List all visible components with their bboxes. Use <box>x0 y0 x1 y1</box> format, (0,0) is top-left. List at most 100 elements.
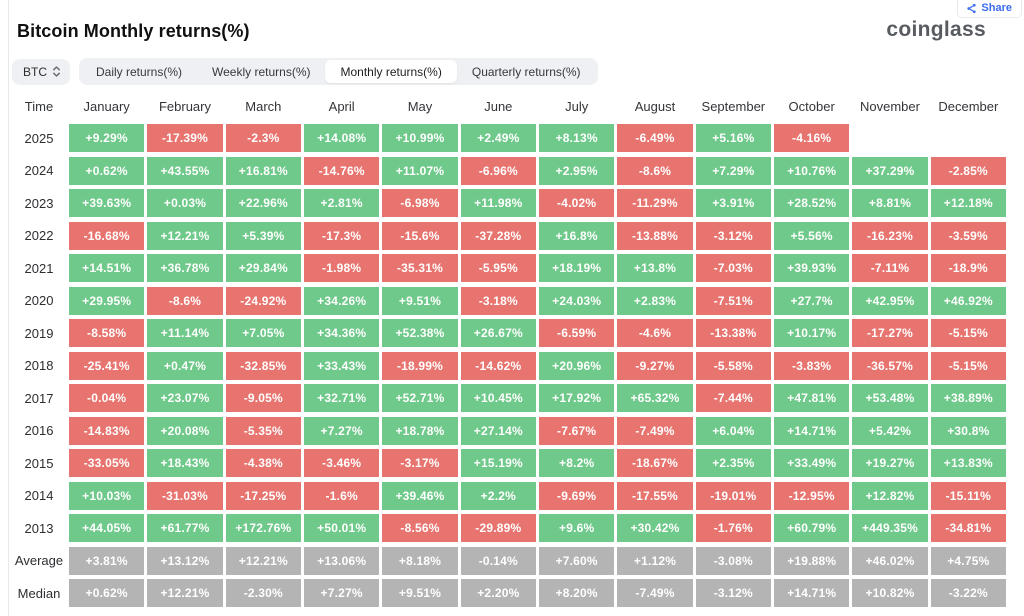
tab-quarterly[interactable]: Quarterly returns(%) <box>471 64 581 79</box>
return-cell: +47.81% <box>774 384 850 412</box>
return-cell: +60.79% <box>774 514 850 542</box>
return-cell: +38.89% <box>930 384 1006 412</box>
column-header-january: January <box>83 98 130 114</box>
return-cell: +33.43% <box>304 351 380 380</box>
return-cell: -6.49% <box>617 124 693 152</box>
panel-left-border <box>8 0 9 616</box>
return-cell: +12.82% <box>852 481 928 510</box>
page-title: Bitcoin Monthly returns(%) <box>17 21 250 41</box>
return-cell: -29.89% <box>460 514 536 542</box>
return-cell: -9.69% <box>539 481 615 510</box>
return-cell: -5.58% <box>695 351 771 380</box>
return-cell: -12.95% <box>774 481 850 510</box>
return-cell: +4.75% <box>930 546 1006 575</box>
return-cell: +172.76% <box>225 514 301 542</box>
return-cell: -1.98% <box>304 254 380 282</box>
column-header-november: November <box>860 98 920 114</box>
return-cell: -5.35% <box>225 416 301 445</box>
return-cell: +14.71% <box>774 579 850 607</box>
page-header: Bitcoin Monthly returns(%) coinglass <box>0 0 1024 42</box>
return-cell: +46.02% <box>852 546 928 575</box>
return-cell: +27.14% <box>460 416 536 445</box>
return-cell: -14.76% <box>304 156 380 185</box>
returns-tab-group: Daily returns(%) Weekly returns(%) Monthly… <box>79 58 598 85</box>
return-cell: +5.16% <box>695 124 771 152</box>
tab-daily[interactable]: Daily returns(%) <box>96 64 183 79</box>
return-cell: +18.78% <box>382 416 458 445</box>
return-cell: -3.12% <box>695 579 771 607</box>
return-cell: -4.38% <box>225 449 301 477</box>
return-cell: -8.56% <box>382 514 458 542</box>
column-header-row: Time January February March April May June July… <box>12 95 1006 117</box>
coin-selector[interactable]: BTC <box>12 58 70 85</box>
return-cell: -17.55% <box>617 481 693 510</box>
column-header-july: July <box>565 98 589 114</box>
return-cell: -0.14% <box>460 546 536 575</box>
return-cell: +28.52% <box>774 189 850 217</box>
return-cell: +2.81% <box>304 189 380 217</box>
return-cell: +7.60% <box>539 546 615 575</box>
return-cell: +39.93% <box>774 254 850 282</box>
return-cell: +39.46% <box>382 481 458 510</box>
return-cell: -2.30% <box>225 579 301 607</box>
share-button[interactable]: Share <box>957 0 1022 18</box>
return-cell: -13.88% <box>617 221 693 250</box>
return-cell: -3.59% <box>930 221 1006 250</box>
return-cell: +46.92% <box>930 286 1006 315</box>
return-cell: +10.17% <box>774 319 850 347</box>
return-cell: +12.21% <box>147 579 223 607</box>
return-cell: -3.83% <box>774 351 850 380</box>
return-cell: +11.07% <box>382 156 458 185</box>
return-cell: +2.35% <box>695 449 771 477</box>
return-cell: +50.01% <box>304 514 380 542</box>
return-cell: -8.58% <box>69 319 145 347</box>
row-label-2025: 2025 <box>24 130 54 146</box>
return-cell: +26.67% <box>460 319 536 347</box>
return-cell: -17.39% <box>147 124 223 152</box>
return-cell: +44.05% <box>69 514 145 542</box>
return-cell: +24.03% <box>539 286 615 315</box>
return-cell: +10.45% <box>460 384 536 412</box>
column-header-june: June <box>484 98 513 114</box>
return-cell: +20.96% <box>539 351 615 380</box>
return-cell: +65.32% <box>617 384 693 412</box>
return-cell: +12.18% <box>930 189 1006 217</box>
tab-weekly[interactable]: Weekly returns(%) <box>212 64 311 79</box>
column-header-february: February <box>158 98 211 114</box>
row-label-2019: 2019 <box>24 325 54 341</box>
column-header-march: March <box>245 98 282 114</box>
return-cell: -18.99% <box>382 351 458 380</box>
return-cell: -5.95% <box>460 254 536 282</box>
return-cell: +16.8% <box>539 221 615 250</box>
return-cell: +15.19% <box>460 449 536 477</box>
return-cell: +2.2% <box>460 481 536 510</box>
row-label-2017: 2017 <box>24 390 54 406</box>
row-label-2020: 2020 <box>24 293 54 308</box>
return-cell: -0.04% <box>69 384 145 412</box>
return-cell: -19.01% <box>695 481 771 510</box>
return-cell: +7.27% <box>304 416 380 445</box>
return-cell: -2.85% <box>930 156 1006 185</box>
return-cell: -2.3% <box>225 124 301 152</box>
return-cell: -7.44% <box>695 384 771 412</box>
return-cell: +0.03% <box>147 189 223 217</box>
return-cell: -7.51% <box>695 286 771 315</box>
row-label-2014: 2014 <box>24 488 54 503</box>
return-cell: +13.83% <box>930 449 1006 477</box>
return-cell: -16.68% <box>69 221 145 250</box>
return-cell <box>852 124 927 152</box>
row-label-2018: 2018 <box>24 358 54 373</box>
row-label-average: Average <box>14 553 64 568</box>
return-cell: +52.71% <box>382 384 458 412</box>
return-cell: -18.9% <box>930 254 1006 282</box>
return-cell: -11.29% <box>617 189 693 217</box>
return-cell: -9.05% <box>225 384 301 412</box>
return-cell: +30.42% <box>617 514 693 542</box>
share-icon <box>966 3 977 14</box>
return-cell: -3.17% <box>382 449 458 477</box>
return-cell: +3.81% <box>69 546 145 575</box>
tab-monthly[interactable]: Monthly returns(%) <box>325 60 457 83</box>
return-cell: +5.42% <box>852 416 928 445</box>
return-cell: +8.20% <box>539 579 615 607</box>
return-cell: +37.29% <box>852 156 928 185</box>
